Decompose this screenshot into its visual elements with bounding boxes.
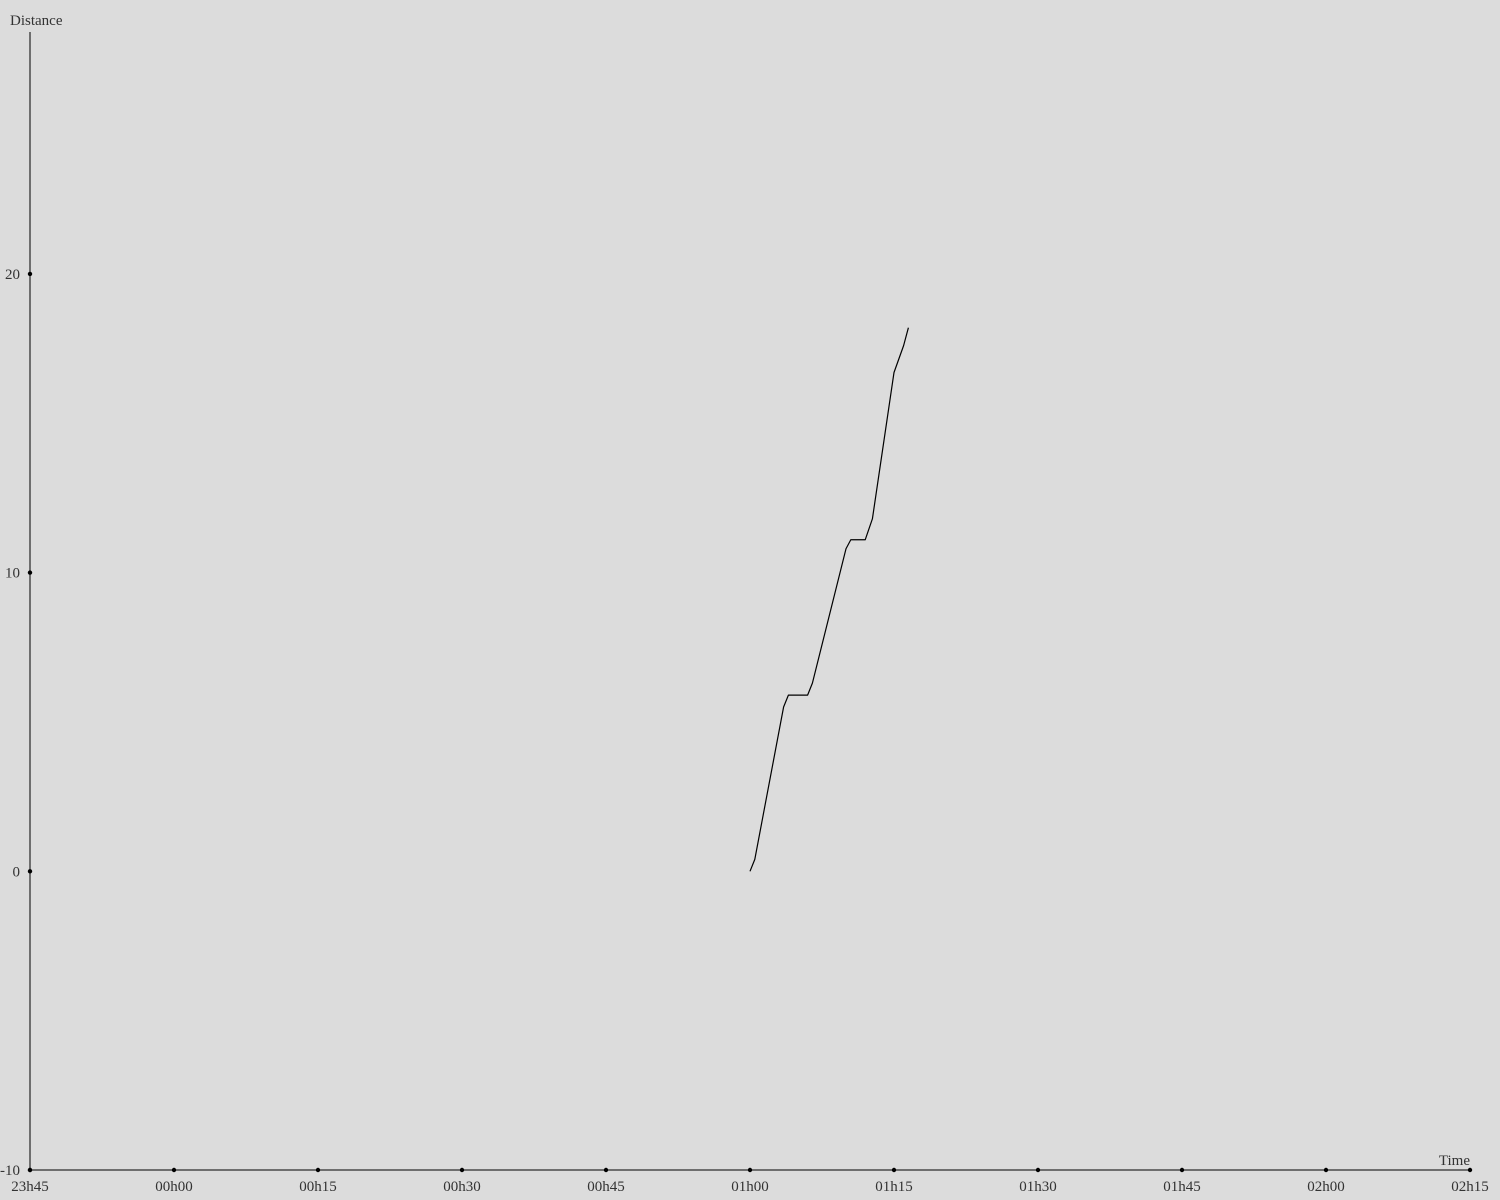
x-tick-mark	[315, 1167, 321, 1173]
x-tick-label: 00h00	[155, 1179, 193, 1195]
x-tick-label: 00h45	[587, 1179, 625, 1195]
x-tick-label: 02h00	[1307, 1179, 1345, 1195]
x-tick-mark	[1179, 1167, 1185, 1173]
x-tick-label: 01h30	[1019, 1179, 1057, 1195]
x-tick-mark	[459, 1167, 465, 1173]
x-tick-label: 00h15	[299, 1179, 337, 1195]
y-tick-mark	[27, 271, 33, 277]
x-tick-label: 02h15	[1451, 1179, 1489, 1195]
y-axis-label: Distance	[10, 13, 63, 29]
tick-marks	[27, 271, 1473, 1173]
y-tick-label: -10	[0, 1163, 20, 1179]
series-layer	[749, 327, 909, 872]
tick-labels: 23h45 00h00 00h15 00h30 00h45 01h00 01h15 01h30…	[0, 267, 1489, 1195]
x-tick-label: 01h45	[1163, 1179, 1201, 1195]
y-tick-label: 10	[5, 566, 20, 582]
x-tick-label: 01h00	[731, 1179, 769, 1195]
x-tick-mark	[171, 1167, 177, 1173]
x-tick-mark	[891, 1167, 897, 1173]
x-tick-label: 00h30	[443, 1179, 481, 1195]
y-tick-mark	[27, 869, 33, 874]
y-tick-mark	[27, 570, 33, 575]
x-tick-mark	[1035, 1167, 1041, 1173]
y-tick-label: 0	[13, 864, 21, 880]
series-line	[749, 327, 909, 872]
y-tick-mark	[27, 1167, 33, 1173]
x-tick-label: 01h15	[875, 1179, 913, 1195]
x-tick-mark	[1467, 1167, 1473, 1173]
x-tick-mark	[603, 1167, 609, 1173]
y-tick-label: 20	[5, 267, 20, 283]
x-tick-mark	[747, 1167, 753, 1173]
x-axis-label: Time	[1439, 1153, 1470, 1169]
x-tick-label: 23h45	[11, 1179, 49, 1195]
x-tick-mark	[1323, 1167, 1329, 1173]
